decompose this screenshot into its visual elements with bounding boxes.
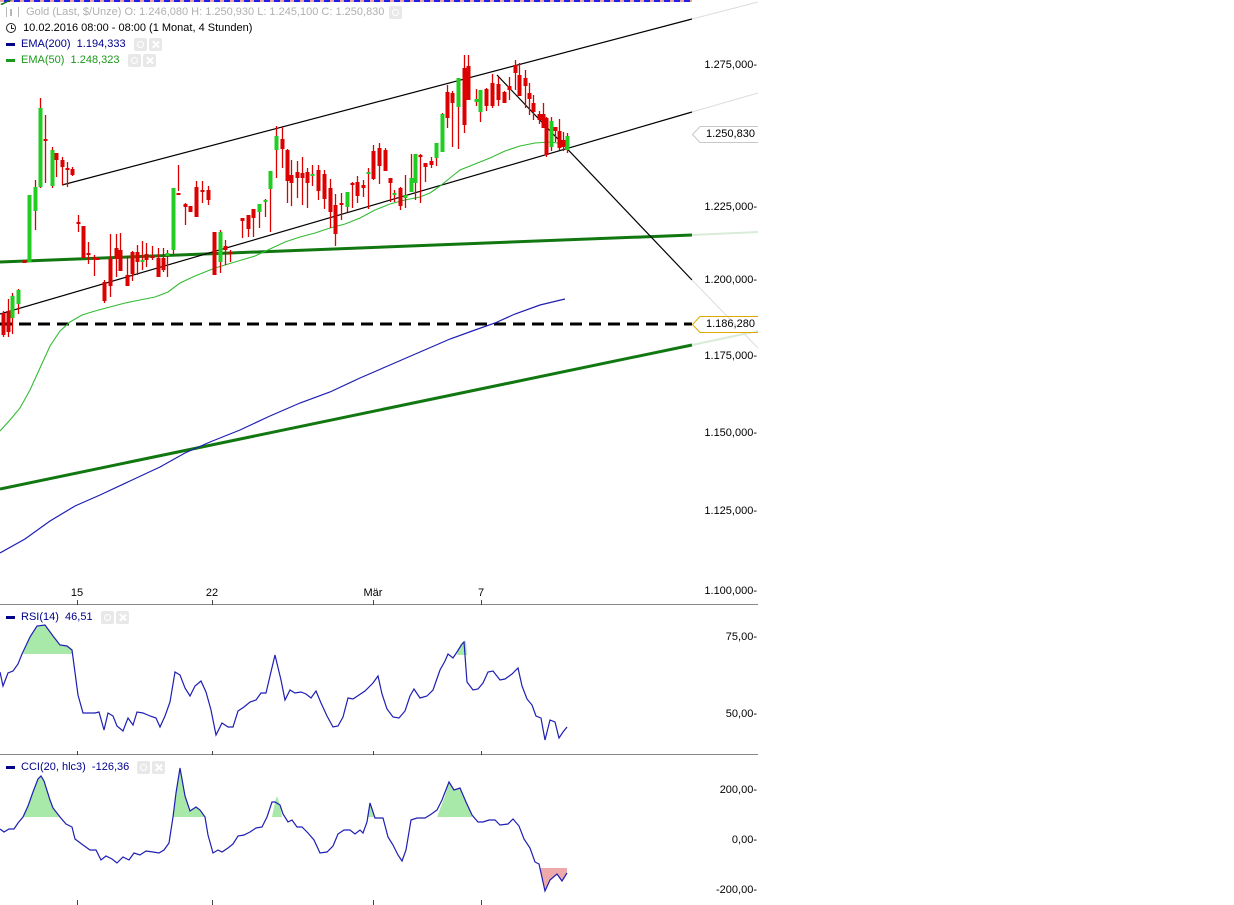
ema50-close-icon[interactable] [142, 53, 156, 67]
cci-tick-minus200: -200,00- [716, 884, 757, 896]
clock-icon [6, 23, 16, 34]
date-range-text: 10.02.2016 08:00 - 08:00 (1 Monat, 4 Stu… [23, 22, 253, 34]
ema200-line [0, 298, 566, 554]
price-tick-1100: 1.100,000- [704, 585, 757, 597]
price-tick-1200: 1.200,000- [704, 274, 757, 286]
price-tick-1275: 1.275,000- [704, 59, 757, 71]
x-axis-ticks [77, 600, 482, 905]
hline-price-tag: 1.186,280 [706, 318, 755, 330]
candle-chart-icon [6, 7, 19, 18]
legend-rsi: RSI(14) 46,51 [6, 610, 129, 624]
ema50-line [0, 141, 566, 432]
legend-ema50: EMA(50) 1.248,323 [6, 53, 156, 67]
legend-ema200: EMA(200) 1.194,333 [6, 37, 162, 51]
ema200-label: EMA(200) [21, 38, 71, 50]
price-tick-1150: 1.150,000- [704, 427, 757, 439]
ema50-value: 1.248,323 [70, 54, 120, 66]
cci-color-swatch [6, 765, 15, 769]
channel-lower[interactable] [0, 92, 759, 315]
price-tick-1225: 1.225,000- [704, 201, 757, 213]
ema200-value: 1.194,333 [76, 38, 126, 50]
cci-tick-200: 200,00- [719, 784, 757, 796]
last-price-tag-shape [692, 126, 758, 143]
ema200-settings-icon[interactable] [133, 37, 147, 51]
rsi-close-icon[interactable] [115, 610, 129, 624]
legend-cci: CCI(20, hlc3) -126,36 [6, 760, 166, 774]
price-tick-1125: 1.125,000- [704, 505, 757, 517]
top-strip [0, 0, 692, 5]
instrument-settings-icon[interactable] [389, 5, 403, 19]
trendline-green-lower[interactable] [0, 330, 759, 491]
hline-price-tag-shape [692, 316, 758, 333]
x-tick-22: 22 [205, 587, 219, 599]
rsi-tick-50: 50,00- [725, 708, 757, 720]
candlesticks[interactable] [1, 55, 570, 337]
rsi-value: 46,51 [65, 611, 93, 623]
ema200-color-swatch [6, 42, 15, 46]
date-range-line: 10.02.2016 08:00 - 08:00 (1 Monat, 4 Stu… [6, 21, 252, 35]
last-price-tag: 1.250,830 [706, 128, 755, 140]
cci-value: -126,36 [91, 761, 130, 773]
cci-label: CCI(20, hlc3) [21, 761, 86, 773]
price-tick-1175: 1.175,000- [704, 350, 757, 362]
rsi-settings-icon[interactable] [100, 610, 114, 624]
ema50-settings-icon[interactable] [127, 53, 141, 67]
rsi-tick-75: 75,00- [725, 631, 757, 643]
cci-pane [0, 767, 568, 893]
x-tick-7: 7 [477, 587, 485, 599]
trendline-green-upper[interactable] [0, 231, 759, 264]
instrument-ohlc-line: Gold (Last, $/Unze) O: 1.246,080 H: 1.25… [6, 5, 403, 19]
ema200-close-icon[interactable] [148, 37, 162, 51]
rsi-pane [0, 624, 568, 741]
ema50-color-swatch [6, 58, 15, 62]
cci-settings-icon[interactable] [137, 760, 151, 774]
channel-upper[interactable] [61, 1, 759, 186]
ema50-label: EMA(50) [21, 54, 65, 66]
cci-close-icon[interactable] [152, 760, 166, 774]
rsi-label: RSI(14) [21, 611, 59, 623]
instrument-ohlc-text: Gold (Last, $/Unze) O: 1.246,080 H: 1.25… [26, 6, 385, 18]
x-tick-maer: Mär [363, 587, 383, 599]
cci-tick-0: 0,00- [731, 834, 757, 846]
rsi-color-swatch [6, 615, 15, 619]
x-tick-15: 15 [70, 587, 84, 599]
